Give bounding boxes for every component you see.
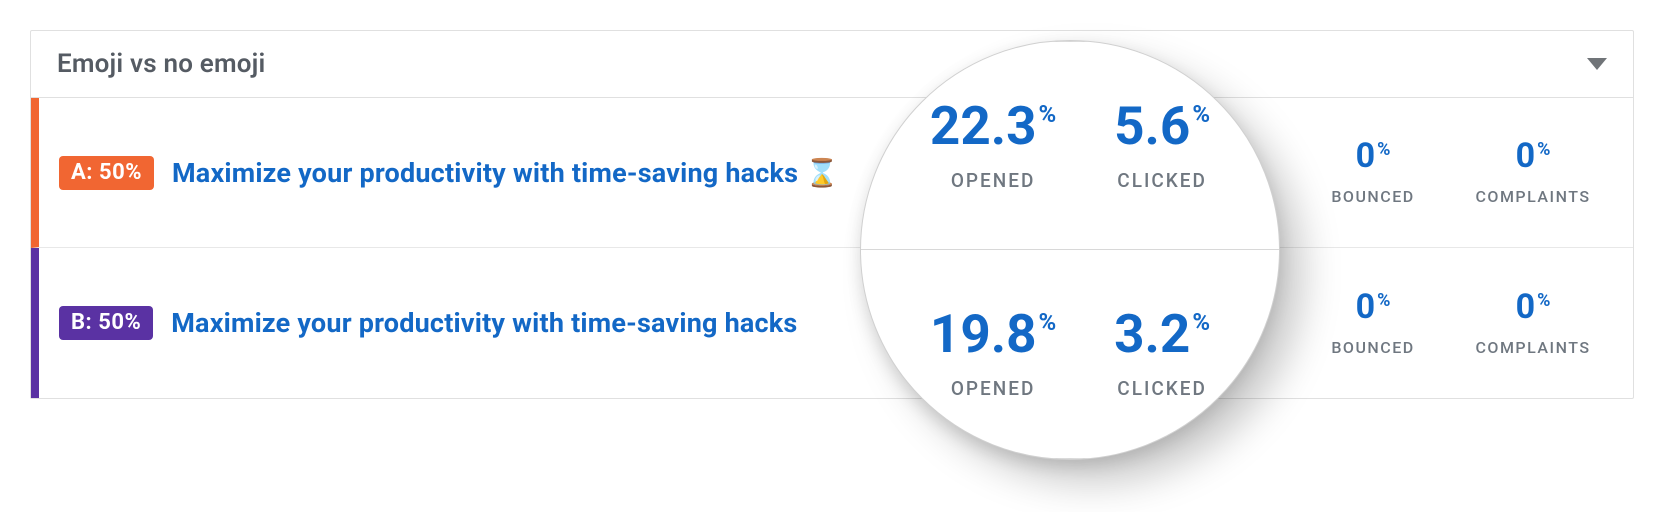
stat-opened: 22.3% OPENED: [973, 135, 1133, 210]
stat-unit: %: [1537, 290, 1550, 311]
stat-value: 19.8: [1002, 282, 1086, 331]
variant-row-b[interactable]: B: 50% Maximize your productivity with t…: [31, 248, 1633, 398]
variant-stats-b: 19.8% OPENED 3.2% CLICKED 0% BOUNCED 0% …: [973, 248, 1633, 398]
variant-subject-b[interactable]: Maximize your productivity with time-sav…: [171, 307, 797, 339]
stat-label: OPENED: [1018, 191, 1088, 210]
variant-left: A: 50% Maximize your productivity with t…: [39, 98, 973, 247]
stat-label: COMPLAINTS: [1475, 338, 1590, 357]
stat-unit: %: [1089, 285, 1104, 309]
stat-label: COMPLAINTS: [1475, 187, 1590, 206]
stat-bounced: 0% BOUNCED: [1293, 290, 1453, 357]
stat-label: OPENED: [1018, 342, 1088, 361]
variant-badge-a: A: 50%: [59, 156, 154, 190]
variant-stats-a: 22.3% OPENED 5.6% CLICKED 0% BOUNCED 0% …: [973, 98, 1633, 247]
stat-value: 0: [1356, 136, 1376, 176]
variant-subject-a[interactable]: Maximize your productivity with time-sav…: [172, 157, 839, 189]
stat-complaints: 0% COMPLAINTS: [1453, 290, 1613, 357]
stat-value: 3.2: [1174, 282, 1234, 331]
stat-unit: %: [1537, 139, 1550, 160]
stat-value: 5.6: [1174, 131, 1234, 180]
chevron-down-icon[interactable]: [1587, 58, 1607, 70]
stat-clicked: 3.2% CLICKED: [1133, 286, 1293, 361]
stat-unit: %: [1237, 134, 1252, 158]
stat-label: CLICKED: [1176, 191, 1250, 210]
stat-unit: %: [1237, 285, 1252, 309]
stat-unit: %: [1089, 134, 1104, 158]
stat-label: CLICKED: [1176, 342, 1250, 361]
variant-badge-b: B: 50%: [59, 306, 153, 340]
stat-bounced: 0% BOUNCED: [1293, 139, 1453, 206]
stat-opened: 19.8% OPENED: [973, 286, 1133, 361]
stat-unit: %: [1377, 139, 1390, 160]
stat-complaints: 0% COMPLAINTS: [1453, 139, 1613, 206]
stat-value: 0: [1516, 136, 1536, 176]
stat-label: BOUNCED: [1331, 187, 1414, 206]
panel-header[interactable]: Emoji vs no emoji: [31, 31, 1633, 98]
variant-row-a[interactable]: A: 50% Maximize your productivity with t…: [31, 98, 1633, 248]
stat-value: 0: [1356, 287, 1376, 327]
variant-left: B: 50% Maximize your productivity with t…: [39, 248, 973, 398]
stat-unit: %: [1377, 290, 1390, 311]
stat-value: 22.3: [1002, 131, 1086, 180]
stat-clicked: 5.6% CLICKED: [1133, 135, 1293, 210]
stat-value: 0: [1516, 287, 1536, 327]
stat-label: BOUNCED: [1331, 338, 1414, 357]
ab-test-panel: Emoji vs no emoji A: 50% Maximize your p…: [30, 30, 1634, 399]
panel-title: Emoji vs no emoji: [57, 49, 265, 79]
